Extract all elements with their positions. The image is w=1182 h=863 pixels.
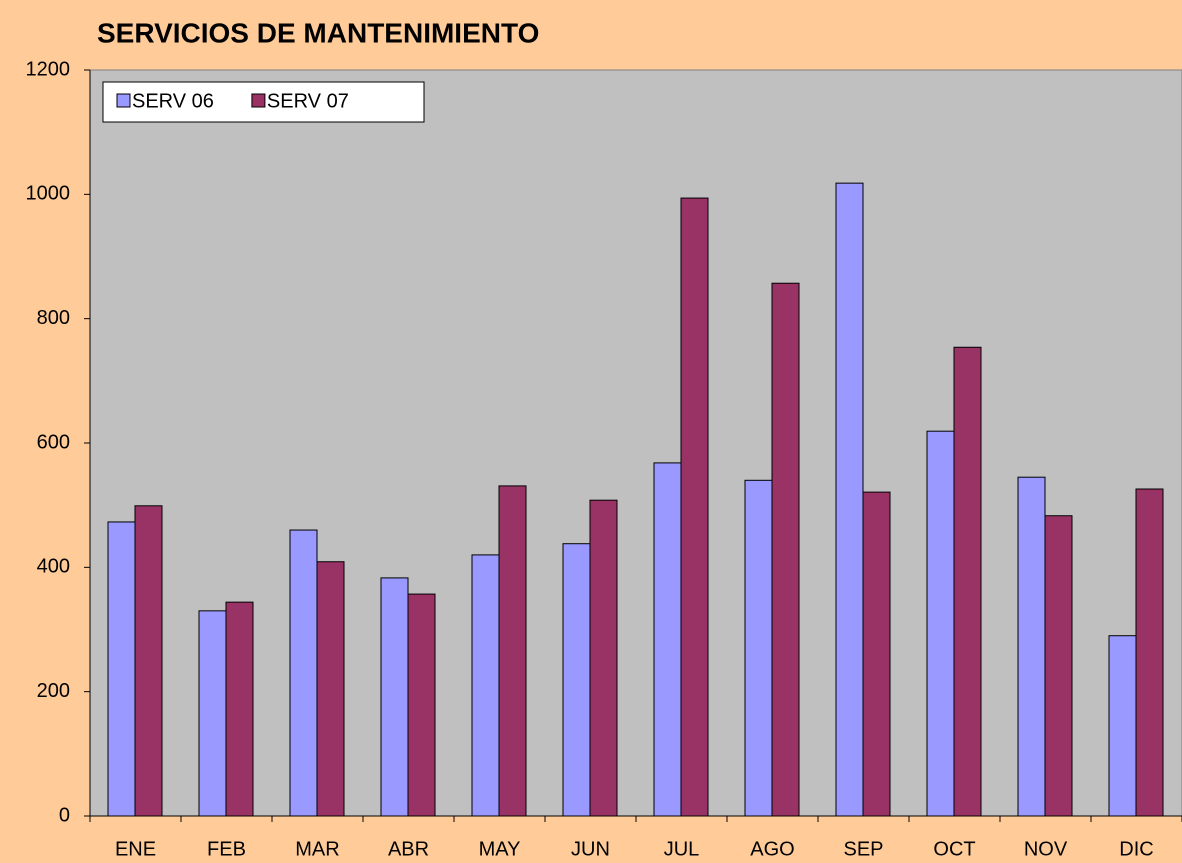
bar: [953, 346, 982, 817]
bar: [862, 491, 891, 817]
legend-label: SERV 07: [267, 90, 349, 112]
bar: [471, 554, 500, 817]
x-tick-label: AGO: [750, 838, 794, 860]
x-tick-label: JUN: [571, 838, 610, 860]
x-tick-label: SEP: [843, 838, 883, 860]
plot-area: [89, 69, 1182, 817]
chart-title: SERVICIOS DE MANTENIMIENTO: [97, 17, 539, 48]
y-tick-label: 400: [37, 556, 70, 578]
bar: [1108, 635, 1137, 817]
bar: [771, 282, 800, 817]
y-tick-label: 0: [59, 804, 70, 826]
bar: [134, 505, 163, 817]
x-tick-label: ENE: [115, 838, 156, 860]
bar: [1017, 476, 1046, 817]
bar: [589, 499, 618, 817]
bar: [198, 610, 227, 817]
legend-swatch: [251, 93, 266, 108]
y-tick-label: 200: [37, 680, 70, 702]
bar: [1044, 515, 1073, 817]
legend-label: SERV 06: [132, 90, 214, 112]
bar: [680, 197, 709, 817]
bar: [653, 462, 682, 817]
bar: [107, 521, 136, 817]
x-tick-label: MAY: [479, 838, 521, 860]
bar: [1135, 488, 1164, 817]
y-tick-label: 800: [37, 307, 70, 329]
y-tick-label: 600: [37, 431, 70, 453]
x-tick-label: ABR: [388, 838, 429, 860]
x-tick-label: DIC: [1119, 838, 1153, 860]
y-tick-label: 1000: [26, 183, 71, 205]
bar: [407, 593, 436, 817]
x-tick-label: NOV: [1024, 838, 1068, 860]
x-tick-label: OCT: [933, 838, 975, 860]
x-tick-label: MAR: [295, 838, 339, 860]
bar: [498, 485, 527, 817]
x-tick-label: JUL: [664, 838, 700, 860]
bar: [835, 182, 864, 817]
legend-swatch: [116, 93, 131, 108]
bar: [225, 601, 254, 817]
bar: [289, 529, 318, 817]
bar: [926, 430, 955, 817]
bar: [744, 479, 773, 817]
bar: [380, 577, 409, 817]
bar: [316, 561, 345, 817]
y-tick-label: 1200: [26, 58, 71, 80]
bar: [562, 543, 591, 817]
x-tick-label: FEB: [207, 838, 246, 860]
